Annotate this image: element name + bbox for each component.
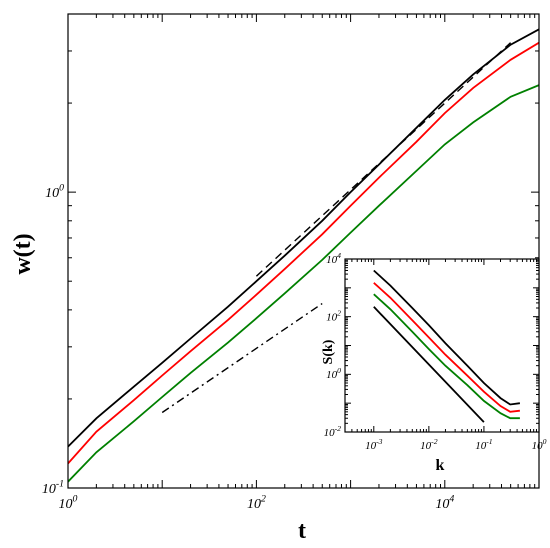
y-tick-label-0-0: 10-1 — [42, 479, 64, 497]
x-tick-label-1-1: 10-2 — [420, 437, 438, 452]
series-line-0-3 — [255, 42, 512, 277]
plot-area-1 — [345, 259, 539, 432]
x-tick-label-0-2: 104 — [435, 494, 454, 512]
x-tick-label-0-0: 100 — [59, 494, 78, 512]
y-tick-label-1-3: 104 — [326, 251, 341, 266]
x-tick-label-1-3: 100 — [532, 437, 547, 452]
series-line-1-3 — [373, 306, 485, 423]
y-tick-label-0-1: 100 — [45, 183, 64, 201]
series-line-1-0 — [373, 269, 521, 406]
x-axis-label-1: k — [436, 457, 445, 474]
series-line-0-2 — [68, 84, 539, 483]
series-line-0-1 — [68, 41, 539, 465]
series-line-1-1 — [373, 282, 521, 413]
x-tick-label-0-1: 102 — [247, 494, 266, 512]
y-tick-label-1-1: 100 — [326, 366, 341, 381]
y-axis-label-0: w(t) — [10, 233, 36, 274]
x-tick-label-1-2: 10-1 — [475, 437, 493, 452]
y-axis-label-1: S(k) — [321, 339, 336, 364]
series-line-1-2 — [373, 293, 520, 420]
x-axis-label-0: t — [298, 518, 306, 544]
series-line-0-0 — [68, 28, 539, 448]
y-tick-label-1-2: 102 — [326, 309, 341, 324]
y-tick-label-1-0: 10-2 — [324, 424, 342, 439]
x-tick-label-1-0: 10-3 — [365, 437, 383, 452]
plot-frame-1 — [344, 258, 540, 433]
plot-frame-0 — [67, 13, 540, 489]
series-line-0-4 — [161, 303, 323, 414]
inset-plot: 10-3 10-2 10-1 100 10-2 100 102 104 k S(k) — [321, 251, 547, 474]
